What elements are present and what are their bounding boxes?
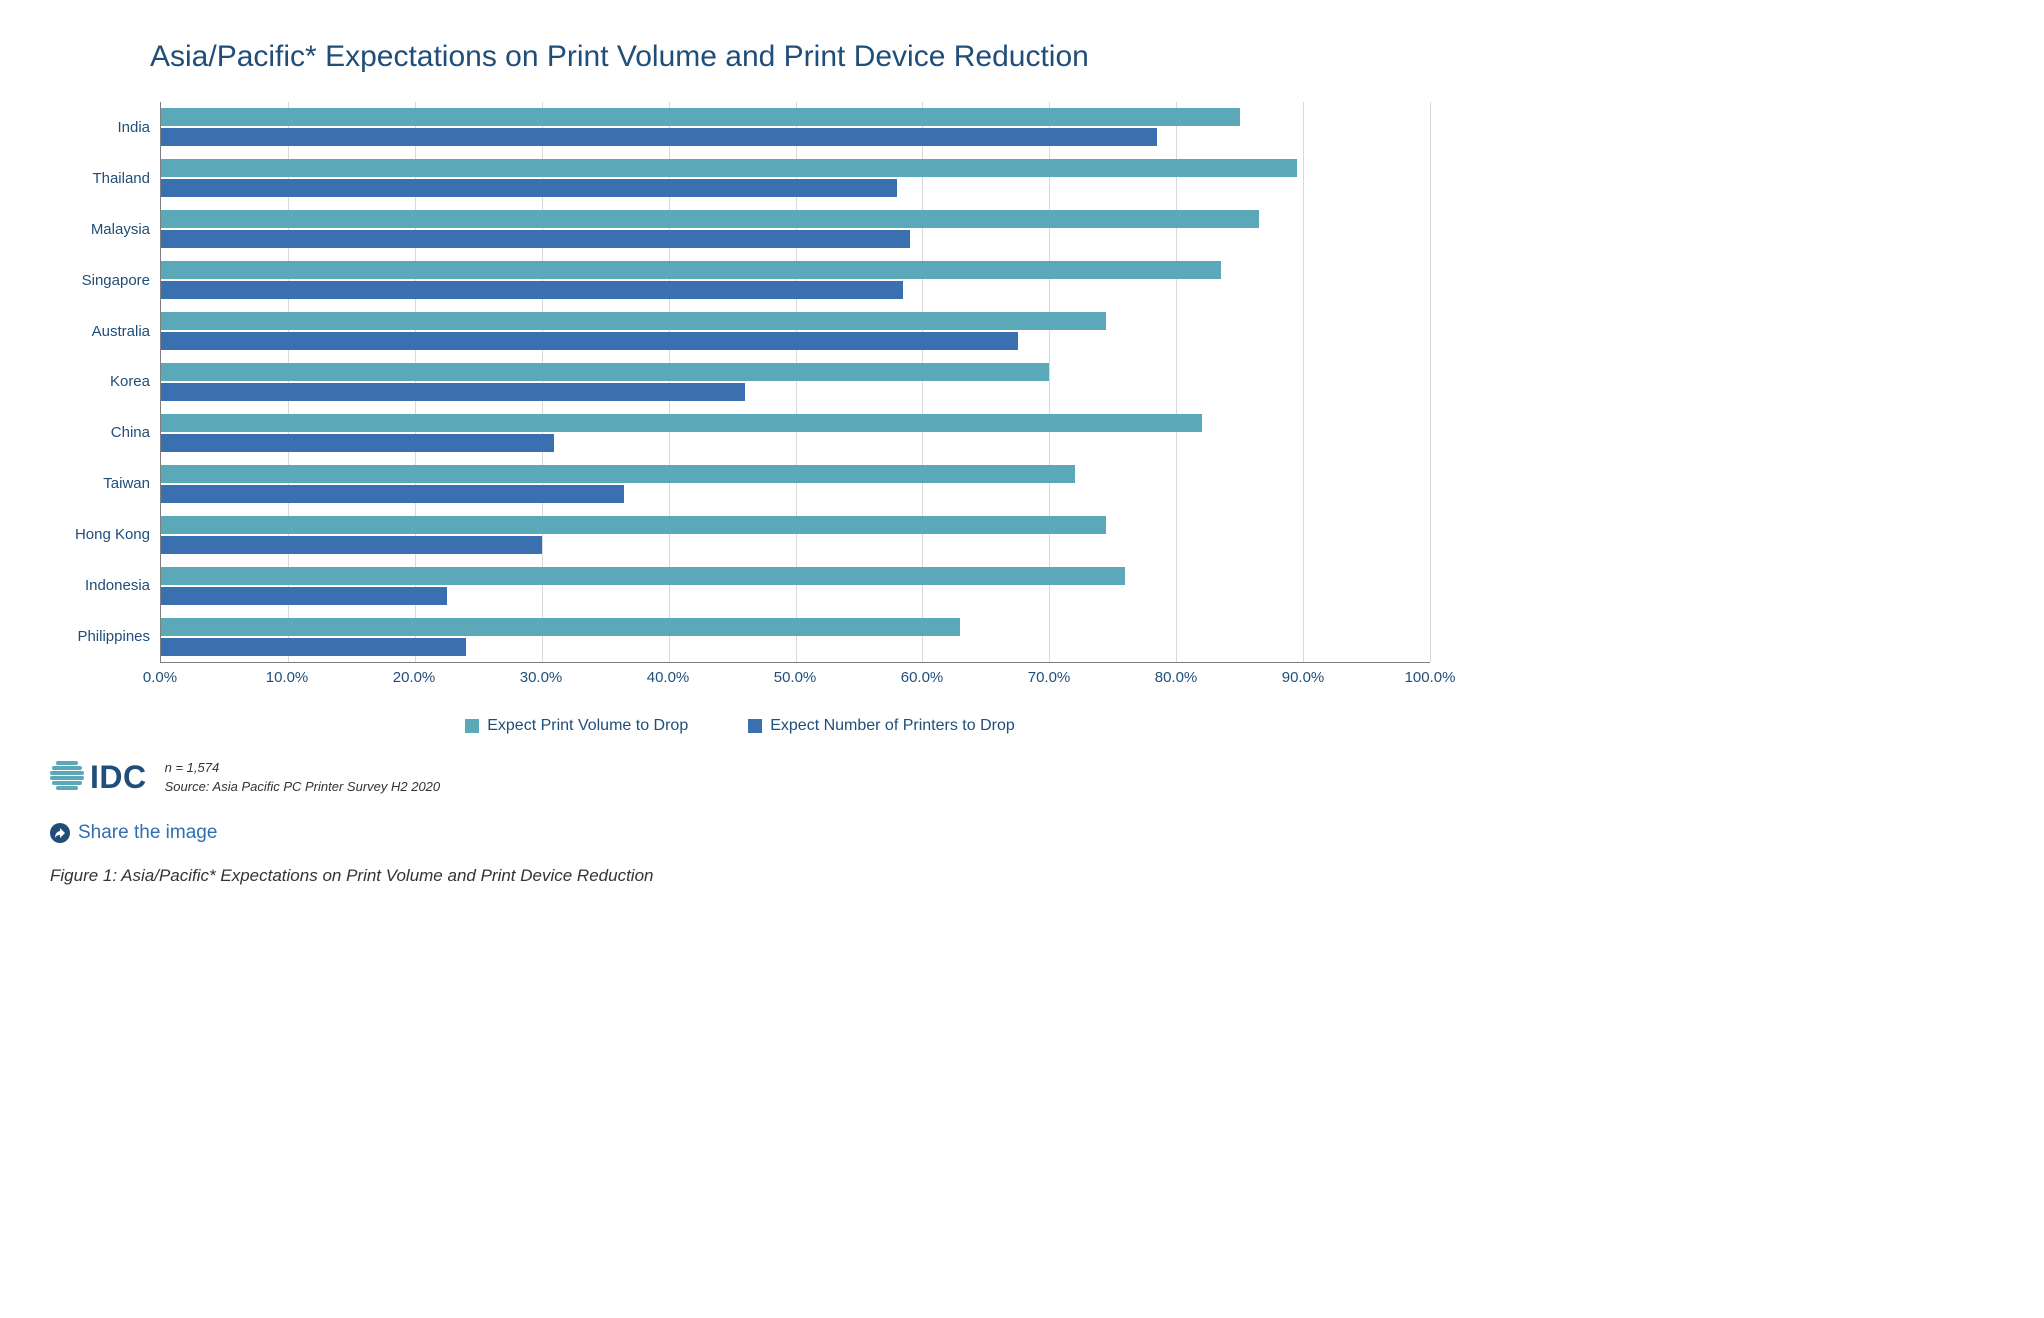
x-axis-tick: 20.0%: [393, 669, 436, 686]
x-axis-tick: 90.0%: [1282, 669, 1325, 686]
legend-item: Expect Number of Printers to Drop: [748, 717, 1015, 735]
plot-area: [160, 102, 1430, 663]
bar-group: [161, 407, 1430, 458]
x-axis-tick: 100.0%: [1405, 669, 1456, 686]
bar: [161, 465, 1075, 483]
y-axis-label: Singapore: [50, 255, 160, 306]
bar: [161, 516, 1106, 534]
x-axis-tick: 80.0%: [1155, 669, 1198, 686]
y-axis-label: India: [50, 102, 160, 153]
bar: [161, 638, 466, 656]
idc-logo-icon: [50, 761, 84, 795]
bar-group: [161, 509, 1430, 560]
bar: [161, 363, 1049, 381]
bar: [161, 281, 903, 299]
bar-group: [161, 357, 1430, 408]
y-axis-label: Philippines: [50, 611, 160, 662]
bar-group: [161, 153, 1430, 204]
y-axis-label: Korea: [50, 357, 160, 408]
gridline: [1430, 102, 1431, 662]
bar: [161, 536, 542, 554]
legend-swatch: [748, 719, 762, 733]
legend-item: Expect Print Volume to Drop: [465, 717, 688, 735]
x-axis-tick: 30.0%: [520, 669, 563, 686]
bar: [161, 108, 1240, 126]
legend-label: Expect Print Volume to Drop: [487, 717, 688, 735]
x-axis-tick: 40.0%: [647, 669, 690, 686]
bar: [161, 210, 1259, 228]
bar-group: [161, 560, 1430, 611]
share-icon[interactable]: [50, 823, 70, 843]
y-axis-label: Taiwan: [50, 458, 160, 509]
x-axis-tick: 60.0%: [901, 669, 944, 686]
bar: [161, 179, 897, 197]
bar-group: [161, 306, 1430, 357]
y-axis-label: Thailand: [50, 153, 160, 204]
bar: [161, 485, 624, 503]
page-root: Asia/Pacific* Expectations on Print Volu…: [0, 0, 1480, 916]
bar: [161, 618, 960, 636]
bar: [161, 383, 745, 401]
footer-source: Source: Asia Pacific PC Printer Survey H…: [165, 778, 441, 796]
bar-group: [161, 458, 1430, 509]
bar-group: [161, 255, 1430, 306]
bar: [161, 587, 447, 605]
chart-container: IndiaThailandMalaysiaSingaporeAustraliaK…: [50, 102, 1430, 735]
bars-layer: [161, 102, 1430, 662]
bar: [161, 332, 1018, 350]
x-axis: 0.0%10.0%20.0%30.0%40.0%50.0%60.0%70.0%8…: [160, 663, 1430, 691]
bar-group: [161, 204, 1430, 255]
idc-logo: IDC: [50, 759, 147, 796]
y-axis-label: China: [50, 407, 160, 458]
bar: [161, 261, 1221, 279]
bar-group: [161, 611, 1430, 662]
idc-logo-text: IDC: [90, 759, 147, 796]
share-row: Share the image: [50, 822, 1430, 844]
y-axis-label: Malaysia: [50, 204, 160, 255]
chart-title: Asia/Pacific* Expectations on Print Volu…: [150, 40, 1430, 74]
x-axis-tick: 0.0%: [143, 669, 177, 686]
x-axis-tick: 70.0%: [1028, 669, 1071, 686]
legend-swatch: [465, 719, 479, 733]
figure-caption: Figure 1: Asia/Pacific* Expectations on …: [50, 866, 1430, 886]
bar: [161, 159, 1297, 177]
footer-meta: n = 1,574 Source: Asia Pacific PC Printe…: [165, 759, 441, 795]
bar: [161, 434, 554, 452]
bar: [161, 230, 910, 248]
x-axis-tick: 10.0%: [266, 669, 309, 686]
bar: [161, 312, 1106, 330]
bar: [161, 567, 1125, 585]
y-axis-label: Hong Kong: [50, 509, 160, 560]
y-axis-label: Indonesia: [50, 560, 160, 611]
bar-group: [161, 102, 1430, 153]
y-axis-labels: IndiaThailandMalaysiaSingaporeAustraliaK…: [50, 102, 160, 662]
legend-label: Expect Number of Printers to Drop: [770, 717, 1015, 735]
x-axis-tick: 50.0%: [774, 669, 817, 686]
bar: [161, 414, 1202, 432]
bar: [161, 128, 1157, 146]
chart-footer: IDC n = 1,574 Source: Asia Pacific PC Pr…: [50, 759, 1430, 796]
y-axis-label: Australia: [50, 306, 160, 357]
share-link[interactable]: Share the image: [78, 822, 217, 844]
chart-legend: Expect Print Volume to Drop Expect Number…: [50, 717, 1430, 735]
footer-n: n = 1,574: [165, 759, 441, 777]
plot-row: IndiaThailandMalaysiaSingaporeAustraliaK…: [50, 102, 1430, 663]
